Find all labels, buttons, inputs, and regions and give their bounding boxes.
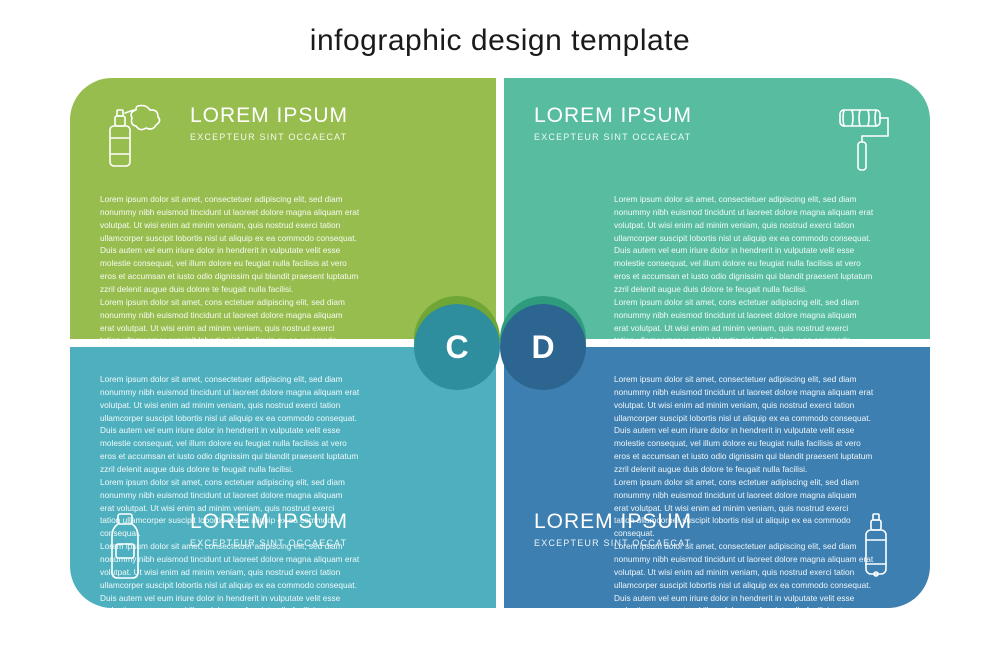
badge-c-letter: C (445, 329, 468, 366)
card-a-sub: EXCEPTEUR SINT OCCAECAT (190, 132, 348, 142)
card-d-heading: LOREM IPSUM (534, 510, 692, 534)
card-c-heading: LOREM IPSUM (190, 510, 348, 534)
badge-d: D (500, 304, 586, 390)
card-d-body: Lorem ipsum dolor sit amet, consectetuer… (614, 373, 900, 630)
card-c-body: Lorem ipsum dolor sit amet, consectetuer… (100, 373, 359, 630)
spray-can-cloud-icon (100, 104, 190, 176)
infographic-grid: LOREM IPSUM EXCEPTEUR SINT OCCAECAT Lore… (70, 78, 930, 608)
card-b: LOREM IPSUM EXCEPTEUR SINT OCCAECAT Lore… (504, 78, 930, 339)
paint-bottle-icon (100, 510, 190, 582)
badge-d-letter: D (531, 329, 554, 366)
page-title: infographic design template (0, 24, 1000, 58)
card-b-sub: EXCEPTEUR SINT OCCAECAT (534, 132, 692, 142)
card-a-heading: LOREM IPSUM (190, 104, 348, 128)
card-c-sub: EXCEPTEUR SINT OCCAECAT (190, 538, 348, 548)
badge-c: C (414, 304, 500, 390)
card-d-sub: EXCEPTEUR SINT OCCAECAT (534, 538, 692, 548)
spray-can-icon (810, 510, 900, 582)
card-d: Lorem ipsum dolor sit amet, consectetuer… (504, 347, 930, 608)
paint-roller-icon (810, 104, 900, 176)
card-a: LOREM IPSUM EXCEPTEUR SINT OCCAECAT Lore… (70, 78, 496, 339)
card-c: Lorem ipsum dolor sit amet, consectetuer… (70, 347, 496, 608)
card-b-heading: LOREM IPSUM (534, 104, 692, 128)
